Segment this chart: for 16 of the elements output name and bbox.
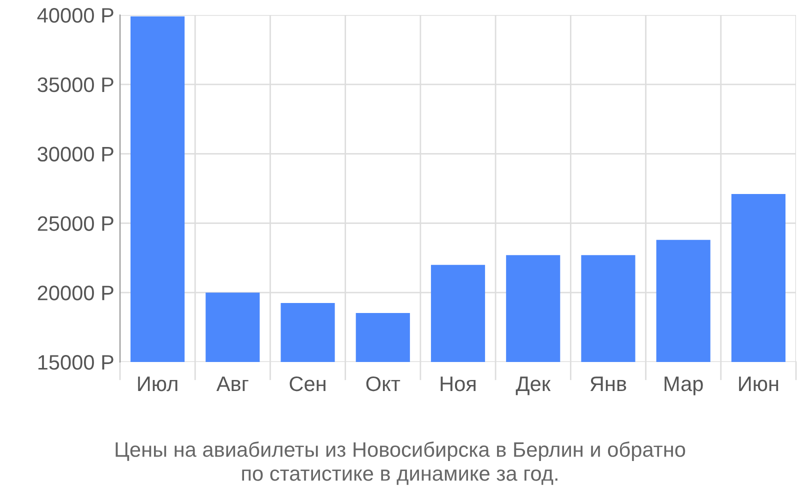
y-tick-label: 25000 Р (38, 216, 114, 231)
x-tick-label: Янв (590, 376, 626, 391)
y-tick-label: 30000 Р (38, 146, 114, 162)
x-tick-label: Мар (664, 376, 703, 396)
x-tick-label: Окт (366, 376, 400, 392)
x-tick-label: Авг (216, 376, 248, 391)
y-tick-label: 40000 Р (37, 8, 114, 23)
x-tick-label: Дек (516, 376, 551, 396)
x-tick-label: Сен (290, 376, 326, 392)
y-tick-label: 15000 Р (38, 355, 114, 370)
x-tick-label: Июн (739, 376, 778, 392)
text: Цены на авиабилеты из Новосибирска в Берлин и обратно по статистике в динамике за год. (116, 441, 686, 485)
x-tick-label: Июл (138, 376, 178, 392)
x-tick-label: Ноя (440, 376, 476, 392)
y-tick-label: 20000 Р (38, 286, 114, 300)
y-tick-label: 35000 Р (38, 77, 114, 92)
